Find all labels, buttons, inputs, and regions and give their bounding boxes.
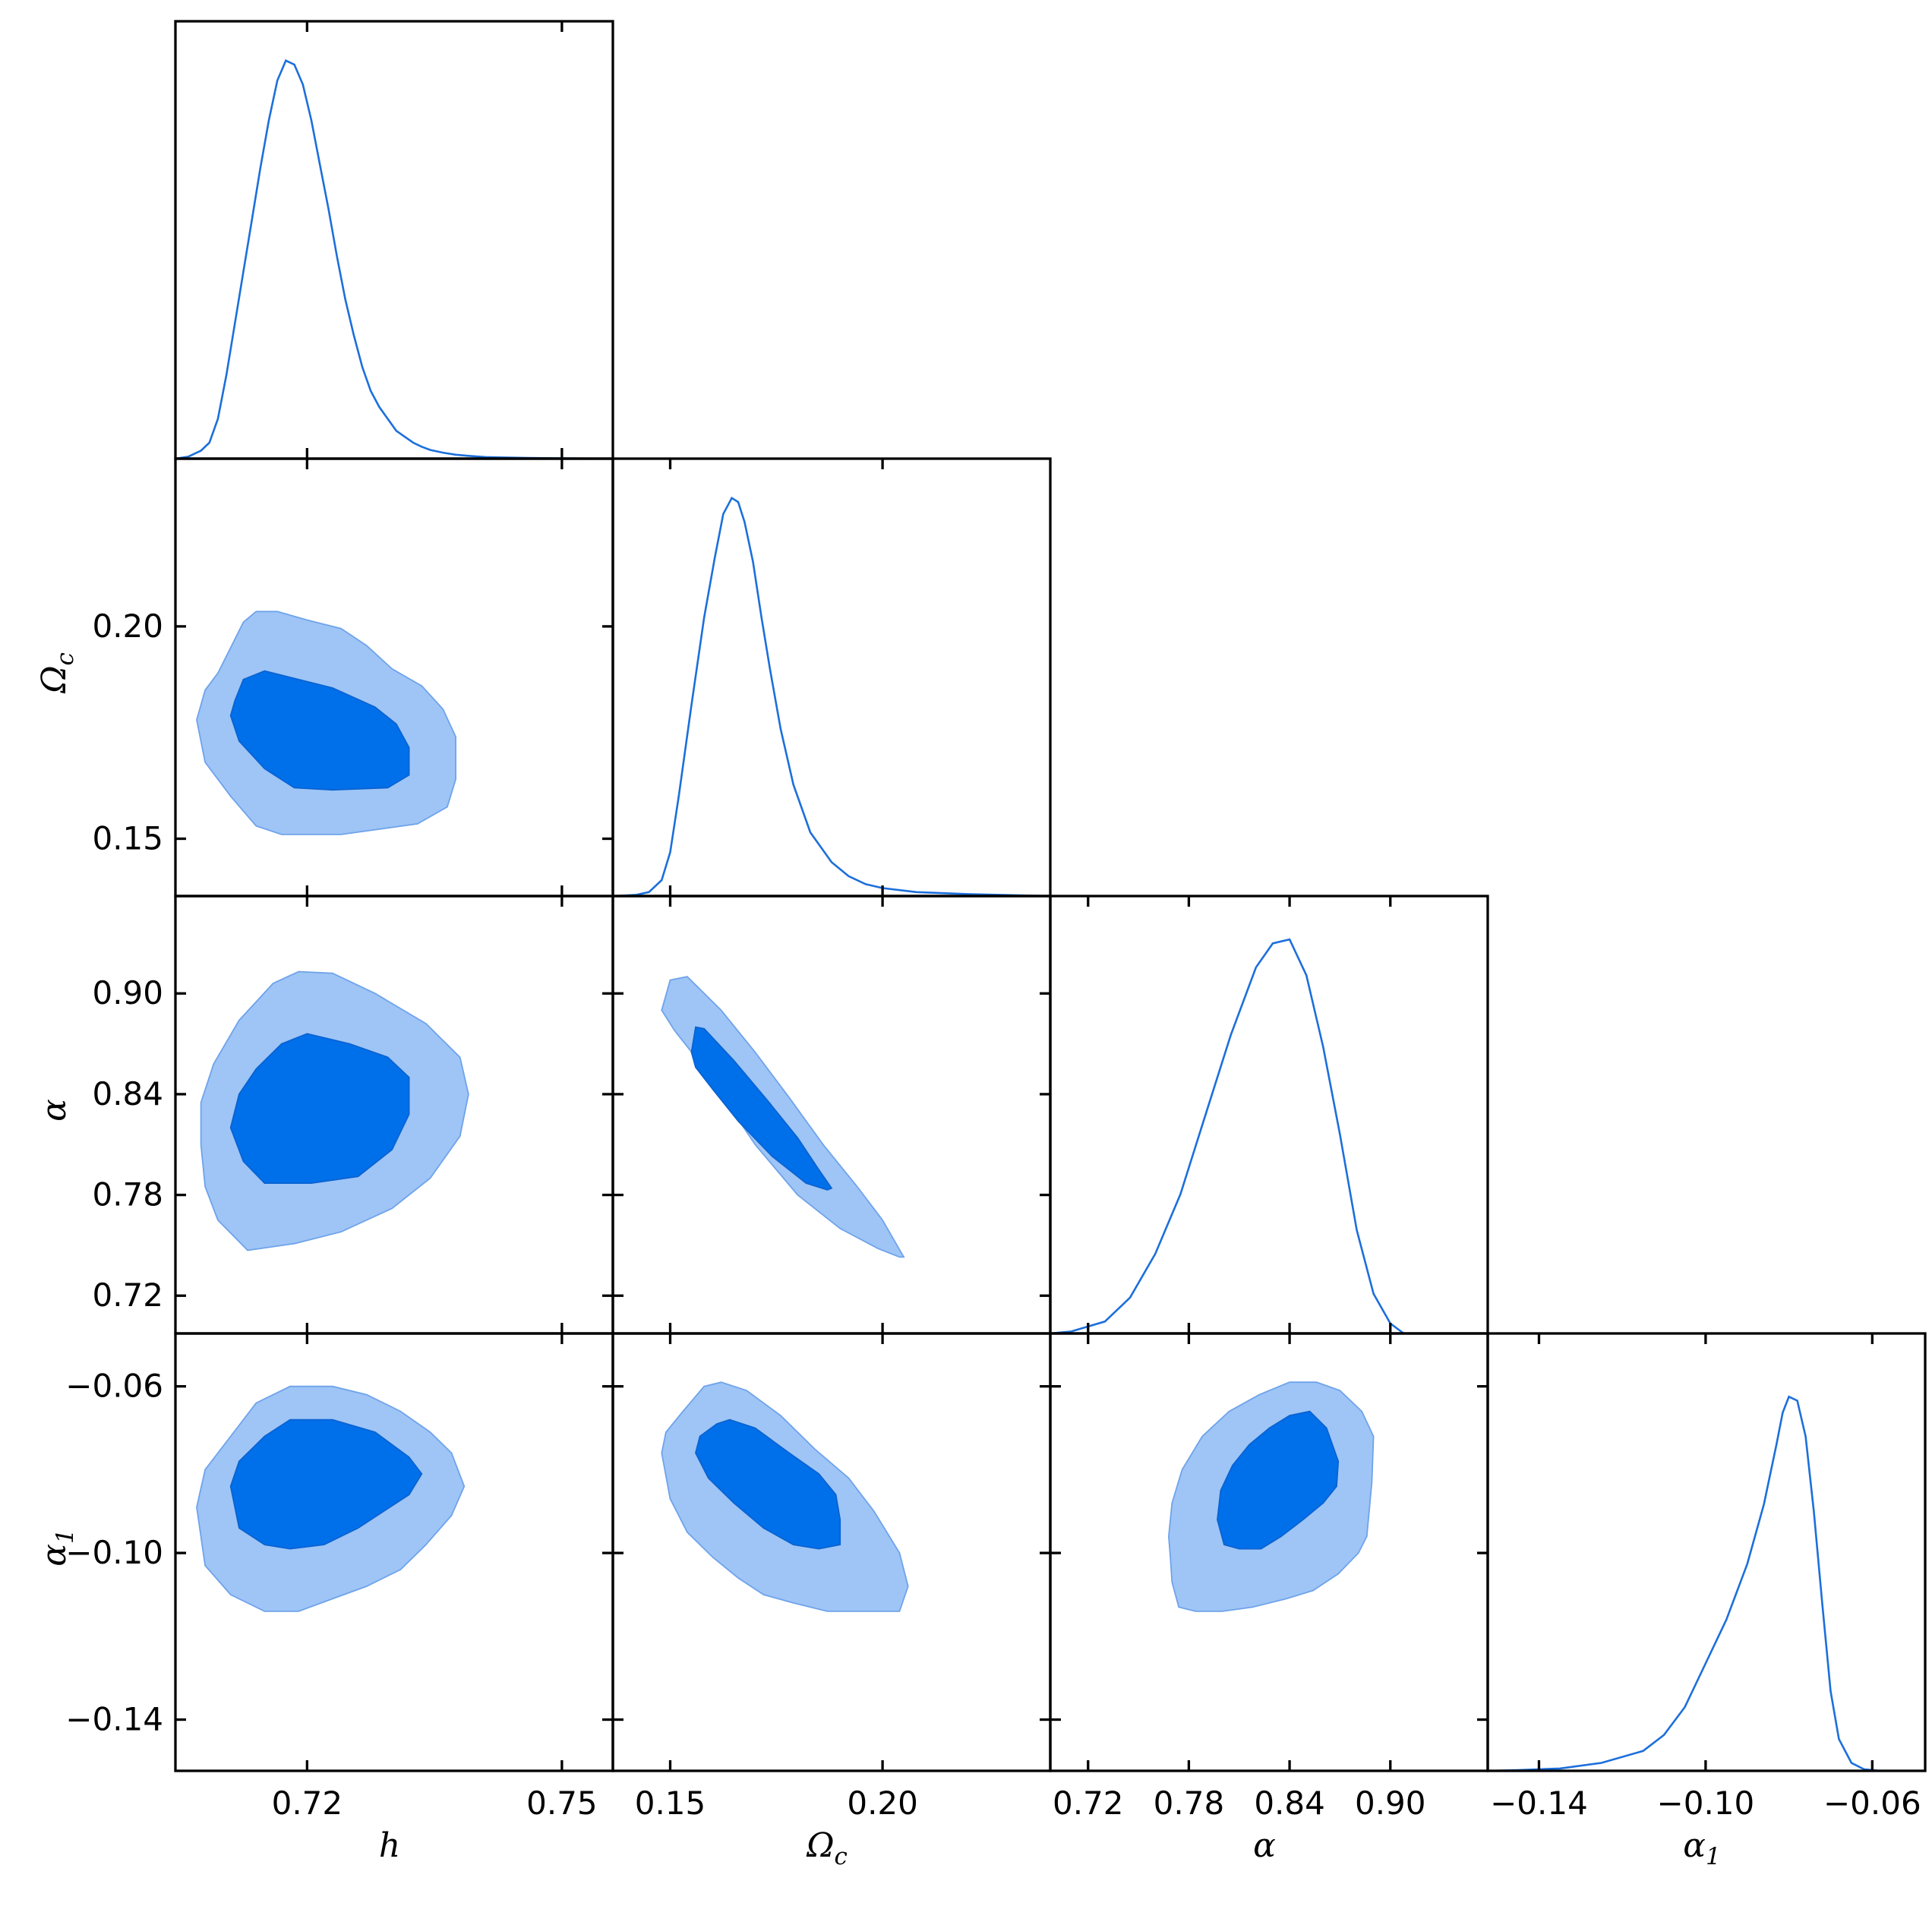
contour-panel-h-alpha — [200, 970, 469, 1251]
y-tick-label-alpha: 0.72 — [92, 1276, 163, 1314]
y-tick-label-alpha: 0.78 — [92, 1176, 163, 1213]
marginal-curve-h — [175, 59, 614, 460]
contour-68-region — [229, 1419, 423, 1550]
axis-label-subscript: 1 — [52, 1529, 79, 1544]
x-tick-label-alpha1: −0.10 — [1657, 1785, 1755, 1822]
x-tick-label-alpha1: −0.14 — [1490, 1785, 1588, 1822]
marginal-curve-alpha — [1050, 938, 1405, 1335]
y-axis-label-alpha1: α1 — [35, 1529, 79, 1566]
y-axis-label-alpha: α — [35, 1099, 74, 1122]
contour-68-region — [229, 1033, 410, 1184]
axis-label-subscript: 1 — [1706, 1843, 1721, 1870]
contour-panel-omega_c-alpha — [661, 976, 905, 1258]
contour-68-region — [690, 1026, 833, 1191]
contour-95-region — [661, 976, 905, 1258]
x-tick-label-h: 0.75 — [526, 1785, 598, 1822]
x-axis-label-omega_c: Ωc — [806, 1826, 848, 1870]
y-tick-label-alpha: 0.84 — [92, 1075, 163, 1112]
y-tick-label-alpha: 0.90 — [92, 974, 163, 1011]
x-tick-label-h: 0.72 — [272, 1785, 343, 1822]
y-axis-label-omega_c: Ωc — [35, 652, 79, 694]
panel-frame-alpha1-alpha1 — [1486, 1332, 1927, 1772]
y-tick-label-alpha1: −0.14 — [65, 1701, 163, 1738]
contour-panel-alpha-alpha1 — [1167, 1381, 1375, 1612]
contour-68-region — [695, 1419, 841, 1550]
marginal-curve-omega_c — [612, 496, 1051, 898]
axis-label-subscript: c — [52, 652, 79, 665]
x-axis-label-h: h — [379, 1826, 400, 1865]
y-tick-label-omega_c: 0.20 — [92, 607, 163, 645]
panel-frame-alpha-alpha — [1049, 895, 1489, 1335]
marginal-curve-alpha1 — [1487, 1395, 1881, 1772]
contour-panel-h-alpha1 — [196, 1385, 466, 1612]
x-tick-label-alpha: 0.72 — [1053, 1785, 1124, 1822]
x-axis-label-alpha: α — [1253, 1826, 1276, 1865]
x-tick-label-alpha: 0.90 — [1355, 1785, 1426, 1822]
x-tick-label-omega_c: 0.20 — [847, 1785, 918, 1822]
contour-68-region — [1217, 1410, 1340, 1550]
x-tick-label-alpha: 0.78 — [1154, 1785, 1225, 1822]
y-tick-label-alpha1: −0.10 — [65, 1534, 163, 1571]
panel-frame-h-h — [174, 20, 614, 460]
contour-panel-omega_c-alpha1 — [661, 1381, 909, 1612]
panel-frame-omega_c-omega_c — [611, 457, 1052, 898]
x-axis-label-alpha1: α1 — [1683, 1826, 1720, 1870]
x-tick-label-omega_c: 0.15 — [635, 1785, 706, 1822]
y-tick-label-alpha1: −0.06 — [65, 1368, 163, 1405]
axis-label-subscript: c — [835, 1843, 848, 1870]
x-tick-label-alpha1: −0.06 — [1823, 1785, 1921, 1822]
contour-panel-h-omega_c — [196, 611, 456, 835]
panel-frame-omega_c-alpha — [611, 895, 1052, 1335]
y-tick-label-omega_c: 0.15 — [92, 820, 163, 857]
contour-68-region — [229, 670, 410, 791]
x-tick-label-alpha: 0.84 — [1254, 1785, 1325, 1822]
